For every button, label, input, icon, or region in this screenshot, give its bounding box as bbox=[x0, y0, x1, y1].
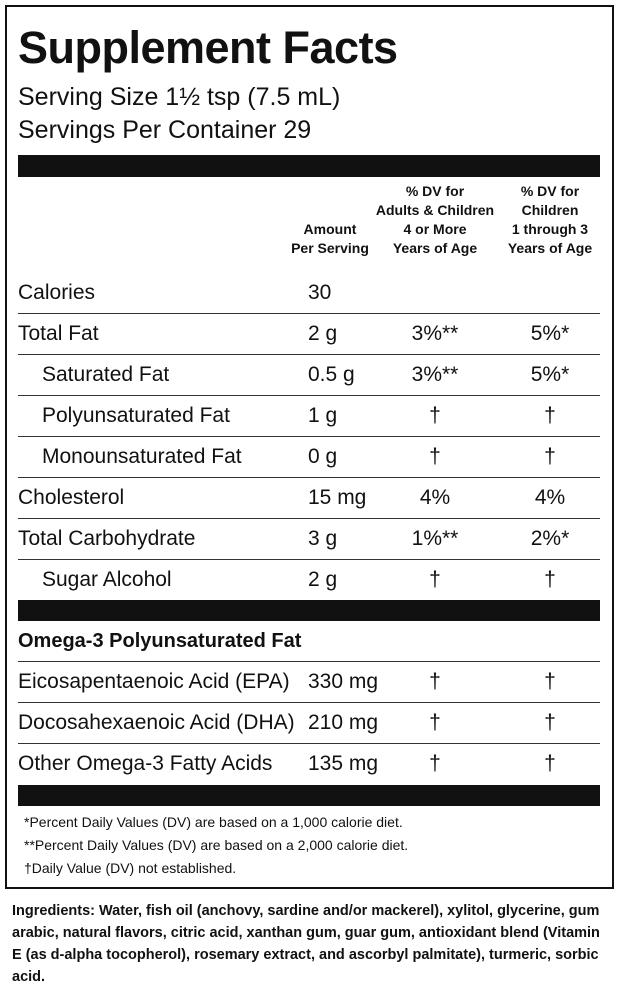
row-rule bbox=[18, 559, 600, 560]
nutrient-name: Monounsaturated Fat bbox=[42, 445, 242, 468]
nutrient-name: Docosahexaenoic Acid (DHA) bbox=[18, 711, 295, 734]
nutrient-name: Calories bbox=[18, 281, 96, 304]
daily-value: 3%** bbox=[411, 363, 459, 386]
row-rule bbox=[18, 477, 600, 478]
amount: 15 mg bbox=[308, 486, 367, 509]
amount: 1 g bbox=[308, 404, 338, 427]
footnote: *Percent Daily Values (DV) are based on … bbox=[24, 814, 403, 830]
daily-value: 4% bbox=[419, 486, 451, 509]
amount: 135 mg bbox=[308, 752, 379, 775]
servings: Servings Per Container 29 bbox=[18, 116, 312, 144]
column-header: % DV for bbox=[405, 183, 465, 199]
facts-panel bbox=[5, 5, 614, 889]
divider-bar bbox=[18, 155, 600, 177]
daily-value: 5%* bbox=[530, 322, 570, 345]
daily-value: † bbox=[544, 404, 556, 427]
daily-value: † bbox=[544, 670, 556, 693]
amount: 2 g bbox=[308, 322, 338, 345]
daily-value: † bbox=[429, 568, 441, 591]
ingredients-text: Water, fish oil (anchovy, sardine and/or… bbox=[12, 903, 600, 985]
daily-value: † bbox=[544, 568, 556, 591]
section-heading: Omega-3 Polyunsaturated Fat bbox=[18, 630, 302, 652]
row-rule bbox=[18, 661, 600, 662]
ingredients-label: Ingredients: bbox=[12, 903, 95, 919]
serving-size: Serving Size 1½ tsp (7.5 mL) bbox=[18, 83, 341, 111]
amount: 2 g bbox=[308, 568, 338, 591]
row-rule bbox=[18, 436, 600, 437]
daily-value: † bbox=[429, 752, 441, 775]
row-rule bbox=[18, 518, 600, 519]
daily-value: 1%** bbox=[411, 527, 459, 550]
nutrient-name: Sugar Alcohol bbox=[42, 568, 172, 591]
row-rule bbox=[18, 395, 600, 396]
column-header: Years of Age bbox=[507, 240, 593, 256]
column-header: % DV for bbox=[520, 183, 580, 199]
amount: 3 g bbox=[308, 527, 338, 550]
column-header: Children bbox=[521, 202, 579, 218]
amount: 0 g bbox=[308, 445, 338, 468]
row-rule bbox=[18, 354, 600, 355]
divider-bar bbox=[18, 600, 600, 621]
column-header: Amount bbox=[303, 221, 357, 237]
daily-value: 2%* bbox=[530, 527, 570, 550]
daily-value: † bbox=[429, 445, 441, 468]
daily-value: 5%* bbox=[530, 363, 570, 386]
column-header: Years of Age bbox=[392, 240, 478, 256]
divider-bar bbox=[18, 785, 600, 806]
row-rule bbox=[18, 702, 600, 703]
nutrient-name: Total Fat bbox=[18, 322, 99, 345]
daily-value: † bbox=[429, 404, 441, 427]
daily-value: † bbox=[429, 711, 441, 734]
column-header: 4 or More bbox=[403, 221, 467, 237]
title: Supplement Facts bbox=[18, 22, 398, 73]
nutrient-name: Polyunsaturated Fat bbox=[42, 404, 230, 427]
column-header: 1 through 3 bbox=[511, 221, 589, 237]
column-header: Per Serving bbox=[291, 240, 369, 256]
ingredients: Ingredients: Water, fish oil (anchovy, s… bbox=[12, 900, 608, 988]
amount: 210 mg bbox=[308, 711, 379, 734]
daily-value: † bbox=[544, 445, 556, 468]
daily-value: 3%** bbox=[411, 322, 459, 345]
nutrient-name: Total Carbohydrate bbox=[18, 527, 196, 550]
row-rule bbox=[18, 313, 600, 314]
amount: 0.5 g bbox=[308, 363, 355, 386]
nutrient-name: Eicosapentaenoic Acid (EPA) bbox=[18, 670, 290, 693]
nutrient-name: Other Omega-3 Fatty Acids bbox=[18, 752, 273, 775]
footnote: **Percent Daily Values (DV) are based on… bbox=[24, 837, 409, 853]
row-rule bbox=[18, 743, 600, 744]
footnote: †Daily Value (DV) not established. bbox=[24, 860, 237, 876]
nutrient-name: Saturated Fat bbox=[42, 363, 170, 386]
daily-value: 4% bbox=[534, 486, 566, 509]
amount: 330 mg bbox=[308, 670, 379, 693]
daily-value: † bbox=[544, 752, 556, 775]
nutrient-name: Cholesterol bbox=[18, 486, 125, 509]
daily-value: † bbox=[429, 670, 441, 693]
daily-value: † bbox=[544, 711, 556, 734]
amount: 30 bbox=[308, 281, 332, 304]
column-header: Adults & Children bbox=[375, 202, 495, 218]
